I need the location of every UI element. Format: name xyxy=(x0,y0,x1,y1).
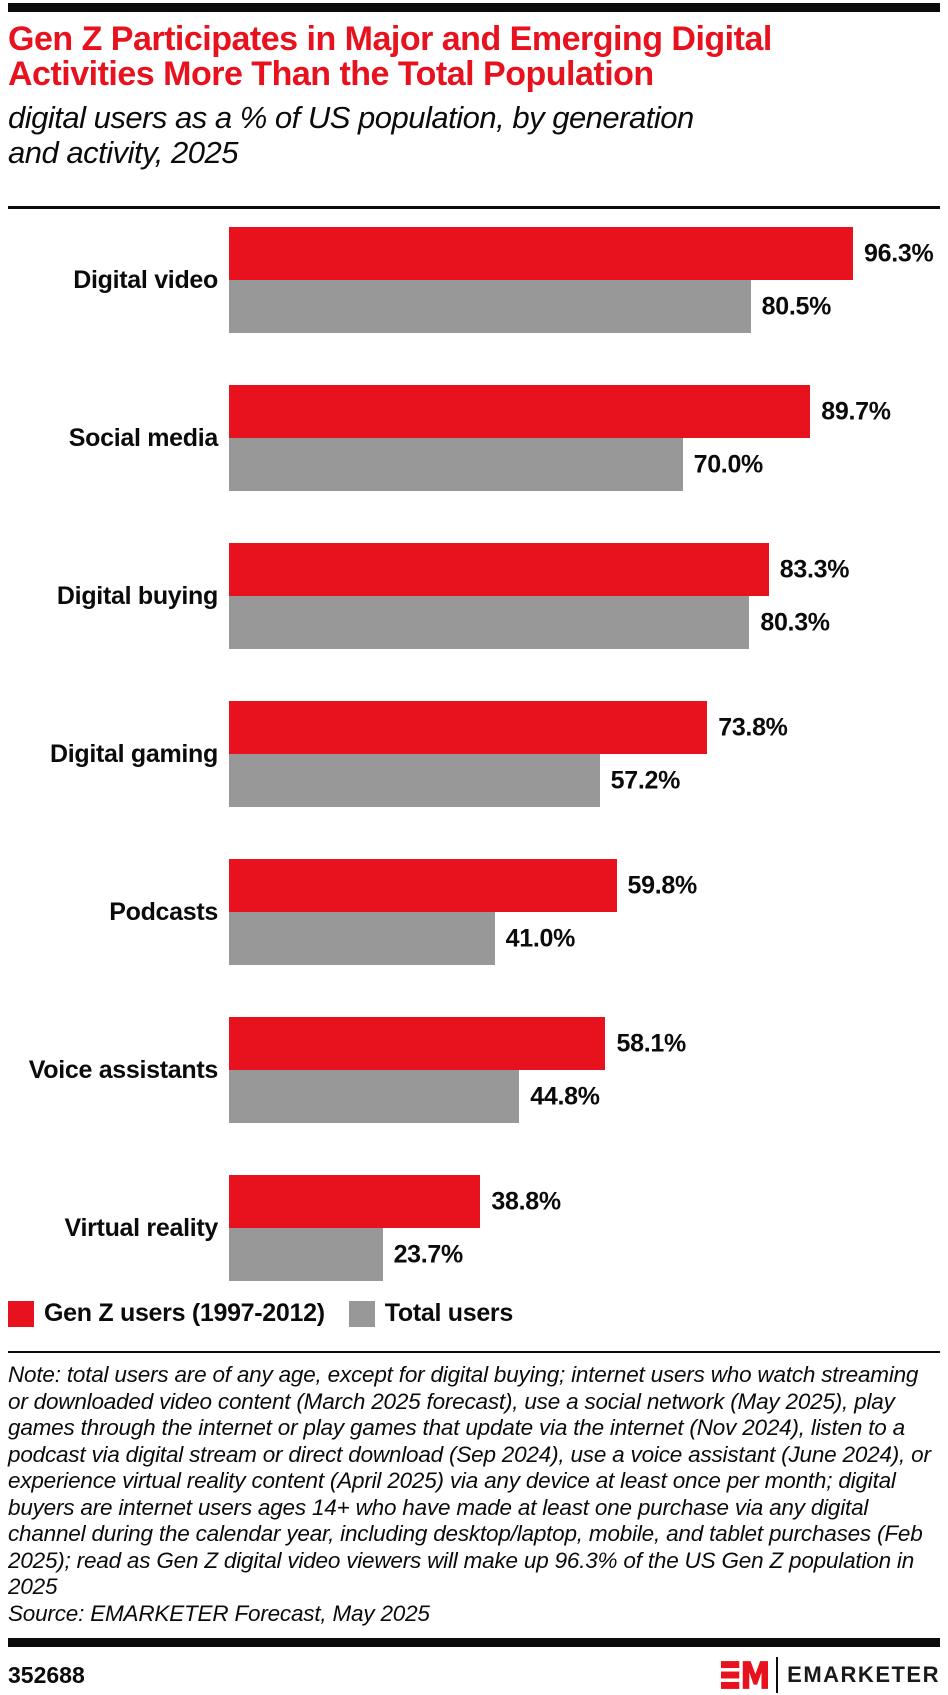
total-bar: 80.3% xyxy=(229,596,830,649)
bar-group-row: Podcasts 59.8% 41.0% xyxy=(8,859,940,965)
genz-bar: 89.7% xyxy=(229,385,891,438)
genz-value-label: 58.1% xyxy=(616,1029,686,1057)
emarketer-brand: EMARKETER xyxy=(721,1657,940,1693)
genz-value-label: 38.8% xyxy=(491,1187,561,1215)
total-legend-label: Total users xyxy=(384,1299,514,1327)
total-value-label: 41.0% xyxy=(505,924,576,952)
bar-group-row: Voice assistants 58.1% 44.8% xyxy=(8,1017,940,1123)
total-bar: 23.7% xyxy=(229,1228,463,1281)
genz-bar: 83.3% xyxy=(229,543,849,596)
category-label: Digital video xyxy=(73,265,218,294)
bar-pair: 83.3% 80.3% xyxy=(229,543,877,649)
bar-group-row: Social media 89.7% 70.0% xyxy=(8,385,940,491)
footer: 352688 EMARKETER xyxy=(8,1657,940,1693)
total-bar: 41.0% xyxy=(229,912,575,965)
category-label: Virtual reality xyxy=(64,1213,219,1242)
legend-item-total: Total users xyxy=(348,1299,514,1328)
chart-subtitle: digital users as a % of US population, b… xyxy=(8,100,694,170)
genz-legend-swatch xyxy=(8,1300,34,1327)
total-value-label: 80.5% xyxy=(761,292,832,320)
bar-pair: 96.3% 80.5% xyxy=(229,227,934,333)
bar-group-row: Virtual reality 38.8% 23.7% xyxy=(8,1175,940,1281)
legend-item-genz: Gen Z users (1997-2012) xyxy=(8,1299,325,1328)
footnote-text: Note: total users are of any age, except… xyxy=(8,1362,931,1599)
genz-bar: 58.1% xyxy=(229,1017,686,1070)
header-divider xyxy=(8,206,940,209)
genz-bar: 59.8% xyxy=(229,859,697,912)
bar-pair: 59.8% 41.0% xyxy=(229,859,877,965)
category-label: Digital gaming xyxy=(49,739,218,768)
bar-pair: 58.1% 44.8% xyxy=(229,1017,877,1123)
bar-group-row: Digital video 96.3% 80.5% xyxy=(8,227,940,333)
total-bar: 80.5% xyxy=(229,280,831,333)
chart-legend: Gen Z users (1997-2012) Total users xyxy=(8,1299,940,1328)
total-legend-swatch xyxy=(348,1300,375,1327)
genz-value-label: 96.3% xyxy=(864,239,934,267)
total-value-label: 70.0% xyxy=(693,450,764,478)
genz-legend-label: Gen Z users (1997-2012) xyxy=(44,1299,325,1327)
logo-divider xyxy=(776,1657,779,1693)
genz-bar: 73.8% xyxy=(229,701,788,754)
genz-value-label: 73.8% xyxy=(718,713,788,741)
total-value-label: 23.7% xyxy=(393,1240,464,1268)
emarketer-wordmark: EMARKETER xyxy=(787,1662,940,1687)
bar-pair: 38.8% 23.7% xyxy=(229,1175,877,1281)
total-bar: 70.0% xyxy=(229,438,763,491)
category-label: Social media xyxy=(68,423,219,452)
genz-bar: 38.8% xyxy=(229,1175,561,1228)
chart-title: Gen Z Participates in Major and Emerging… xyxy=(8,20,772,93)
total-value-label: 44.8% xyxy=(530,1082,600,1110)
chart-id: 352688 xyxy=(8,1661,85,1688)
bar-pair: 89.7% 70.0% xyxy=(229,385,891,491)
bar-group-row: Digital gaming 73.8% 57.2% xyxy=(8,701,940,807)
category-label: Podcasts xyxy=(109,897,218,926)
total-bar: 44.8% xyxy=(229,1070,600,1123)
genz-value-label: 83.3% xyxy=(779,555,850,583)
total-value-label: 57.2% xyxy=(610,766,681,794)
source-text: Source: EMARKETER Forecast, May 2025 xyxy=(8,1600,430,1626)
bar-pair: 73.8% 57.2% xyxy=(229,701,877,807)
footnote-divider xyxy=(8,1351,940,1353)
emarketer-logo-icon xyxy=(721,1661,769,1689)
genz-value-label: 59.8% xyxy=(627,871,698,899)
bottom-border-bar xyxy=(8,1638,940,1647)
genz-value-label: 89.7% xyxy=(821,397,891,425)
bar-chart: Digital video 96.3% 80.5% Social media 89.7%… xyxy=(8,227,940,1281)
total-bar: 57.2% xyxy=(229,754,680,807)
chart-page: Gen Z Participates in Major and Emerging… xyxy=(0,3,948,1693)
top-border-bar xyxy=(8,3,940,12)
bar-group-row: Digital buying 83.3% 80.3% xyxy=(8,543,940,649)
category-label: Digital buying xyxy=(56,581,218,610)
category-label: Voice assistants xyxy=(28,1055,219,1084)
genz-bar: 96.3% xyxy=(229,227,934,280)
total-value-label: 80.3% xyxy=(760,608,830,636)
